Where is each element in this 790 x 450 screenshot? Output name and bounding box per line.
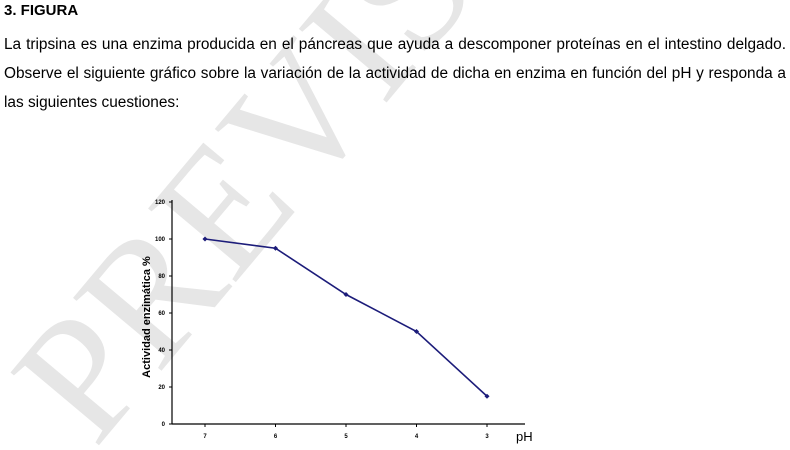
series-line: [204, 238, 488, 397]
y-tick-label: 80: [158, 274, 165, 280]
x-tick-label: 7: [203, 434, 207, 440]
y-tick-label: 60: [158, 311, 165, 317]
x-axis-label: pH: [516, 429, 533, 444]
data-point: [202, 236, 208, 242]
chart-axes: [171, 200, 525, 425]
y-axis-ticks: 0 20 40 60 80 100 120: [155, 200, 172, 428]
y-axis-label: Actividad enzimática %: [141, 256, 153, 378]
x-axis-ticks: 7 6 5 4 3: [203, 424, 489, 440]
y-tick-label: 120: [155, 200, 166, 206]
y-tick-label: 20: [158, 385, 165, 391]
y-tick-label: 0: [162, 422, 166, 428]
chart-series: [202, 236, 490, 399]
y-tick-label: 100: [155, 237, 166, 243]
x-tick-label: 3: [485, 434, 489, 440]
intro-paragraph: La tripsina es una enzima producida en e…: [4, 36, 786, 111]
x-tick-label: 6: [274, 434, 278, 440]
y-tick-label: 40: [158, 348, 165, 354]
section-heading: 3. FIGURA: [4, 2, 79, 19]
x-tick-label: 5: [344, 434, 348, 440]
enzyme-activity-chart: 0 20 40 60 80 100 120 7 6 5 4 3 Actividad enzimáti…: [141, 200, 533, 444]
x-tick-label: 4: [415, 434, 419, 440]
